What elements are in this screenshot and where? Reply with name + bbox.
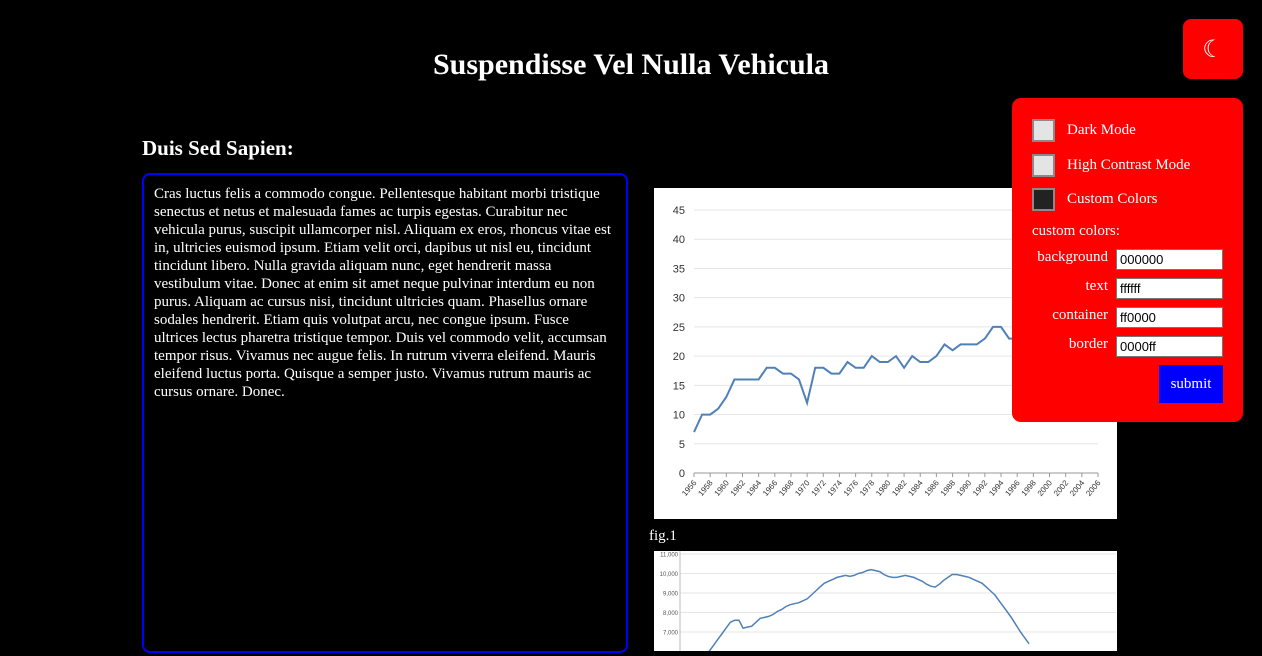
- custom-colors-heading: custom colors:: [1032, 223, 1120, 239]
- x-tick-label: 1984: [906, 478, 925, 498]
- series-line: [693, 325, 1034, 433]
- submit-button[interactable]: submit: [1159, 365, 1223, 403]
- x-tick-label: 2004: [1068, 478, 1087, 498]
- moon-icon: ☾: [1202, 35, 1224, 63]
- high-contrast-label: High Contrast Mode: [1067, 157, 1191, 173]
- body-text: Cras luctus felis a commodo congue. Pell…: [154, 186, 611, 400]
- y-tick-label: 7,000: [663, 631, 679, 637]
- y-tick-label: 9,000: [663, 592, 679, 598]
- y-tick-label: 5: [679, 439, 685, 451]
- figure-2: 7,000 8,000 9,000 10,000 11,000: [654, 551, 1117, 652]
- x-tick-label: 1988: [939, 478, 958, 498]
- x-tick-label: 1980: [874, 478, 893, 498]
- page-title: Suspendisse Vel Nulla Vehicula: [433, 48, 829, 81]
- high-contrast-checkbox[interactable]: [1032, 154, 1055, 177]
- x-tick-label: 1982: [890, 478, 909, 498]
- line-chart-2: 7,000 8,000 9,000 10,000 11,000: [660, 551, 1116, 652]
- x-tick-label: 1968: [777, 478, 796, 498]
- x-tick-label: 1958: [696, 478, 715, 498]
- x-tick-label: 2000: [1036, 478, 1055, 498]
- x-tick-label: 1972: [809, 478, 828, 498]
- background-color-input[interactable]: [1116, 249, 1223, 270]
- border-color-input[interactable]: [1116, 336, 1223, 357]
- container-color-input[interactable]: [1116, 307, 1223, 328]
- y-tick-label: 11,000: [660, 553, 679, 559]
- figure-caption: fig.1: [649, 528, 677, 544]
- background-label: background: [1037, 249, 1108, 265]
- custom-colors-option[interactable]: Custom Colors: [1032, 188, 1157, 211]
- y-tick-label: 10,000: [660, 572, 679, 578]
- x-tick-label: 1966: [761, 478, 780, 498]
- text-container: Cras luctus felis a commodo congue. Pell…: [142, 173, 628, 653]
- x-tick-label: 1994: [987, 478, 1006, 498]
- high-contrast-option[interactable]: High Contrast Mode: [1032, 154, 1190, 177]
- theme-toggle-button[interactable]: ☾: [1183, 19, 1243, 79]
- y-tick-label: 45: [673, 205, 685, 217]
- dark-mode-label: Dark Mode: [1067, 122, 1136, 138]
- y-tick-label: 40: [673, 234, 685, 246]
- x-tick-label: 2002: [1052, 478, 1071, 498]
- y-tick-label: 30: [673, 293, 685, 305]
- x-tick-label: 1992: [971, 478, 990, 498]
- x-tick-label: 1976: [842, 478, 861, 498]
- text-label: text: [1085, 278, 1109, 294]
- y-tick-label: 25: [673, 322, 685, 334]
- x-tick-label: 1962: [729, 478, 748, 498]
- y-tick-label: 0: [679, 468, 685, 480]
- y-tick-label: 8,000: [663, 611, 679, 617]
- x-tick-label: 1960: [713, 478, 732, 498]
- x-tick-label: 1996: [1003, 478, 1022, 498]
- series-line: [708, 568, 1030, 652]
- x-tick-label: 1974: [826, 478, 845, 498]
- x-tick-label: 1956: [680, 478, 699, 498]
- section-heading: Duis Sed Sapien:: [142, 136, 294, 160]
- y-tick-label: 20: [673, 351, 685, 363]
- x-tick-label: 1978: [858, 478, 877, 498]
- x-tick-label: 1990: [955, 478, 974, 498]
- x-tick-label: 1970: [793, 478, 812, 498]
- dark-mode-option[interactable]: Dark Mode: [1032, 119, 1136, 142]
- custom-colors-label: Custom Colors: [1067, 191, 1158, 207]
- custom-colors-checkbox[interactable]: [1032, 188, 1055, 211]
- border-label: border: [1068, 336, 1108, 352]
- y-tick-label: 10: [673, 410, 685, 422]
- x-tick-label: 1964: [745, 478, 764, 498]
- x-tick-label: 2006: [1084, 478, 1103, 498]
- line-chart-1: 0510152025303540451956195819601962196419…: [673, 205, 1103, 498]
- dark-mode-checkbox[interactable]: [1032, 119, 1055, 142]
- container-label: container: [1052, 307, 1108, 323]
- accessibility-panel: Dark Mode High Contrast Mode Custom Colo…: [1012, 98, 1243, 422]
- y-tick-label: 35: [673, 263, 685, 275]
- x-tick-label: 1986: [923, 478, 942, 498]
- x-tick-label: 1998: [1020, 478, 1039, 498]
- y-tick-label: 15: [673, 380, 685, 392]
- text-color-input[interactable]: [1116, 278, 1223, 299]
